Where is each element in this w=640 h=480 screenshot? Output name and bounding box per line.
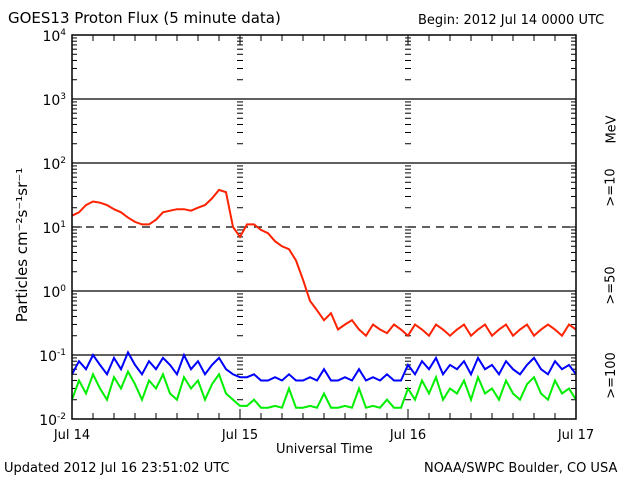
y-tick-label: 101 bbox=[42, 220, 66, 237]
plot-frame bbox=[71, 34, 577, 420]
series-line-10 bbox=[71, 188, 577, 338]
y-tick-label: 103 bbox=[42, 92, 66, 109]
x-tick-label: Jul 16 bbox=[389, 428, 426, 443]
series-line-50 bbox=[71, 350, 577, 382]
x-tick-label: Jul 14 bbox=[53, 428, 90, 443]
x-tick-label: Jul 17 bbox=[557, 428, 594, 443]
x-axis-label: Universal Time bbox=[276, 442, 373, 457]
updated-label: Updated 2012 Jul 16 23:51:02 UTC bbox=[4, 461, 230, 476]
y-tick-label: 100 bbox=[42, 284, 66, 301]
begin-label: Begin: 2012 Jul 14 0000 UTC bbox=[418, 13, 605, 28]
source-label: NOAA/SWPC Boulder, CO USA bbox=[424, 461, 618, 476]
chart-title: GOES13 Proton Flux (5 minute data) bbox=[8, 9, 281, 27]
y-tick-label: 10-1 bbox=[39, 348, 66, 365]
x-tick-label: Jul 15 bbox=[221, 428, 258, 443]
y-tick-label: 102 bbox=[42, 156, 66, 173]
y-tick-label: 104 bbox=[42, 28, 66, 45]
series-line-100 bbox=[71, 369, 577, 409]
y-tick-label: 10-2 bbox=[39, 412, 66, 429]
